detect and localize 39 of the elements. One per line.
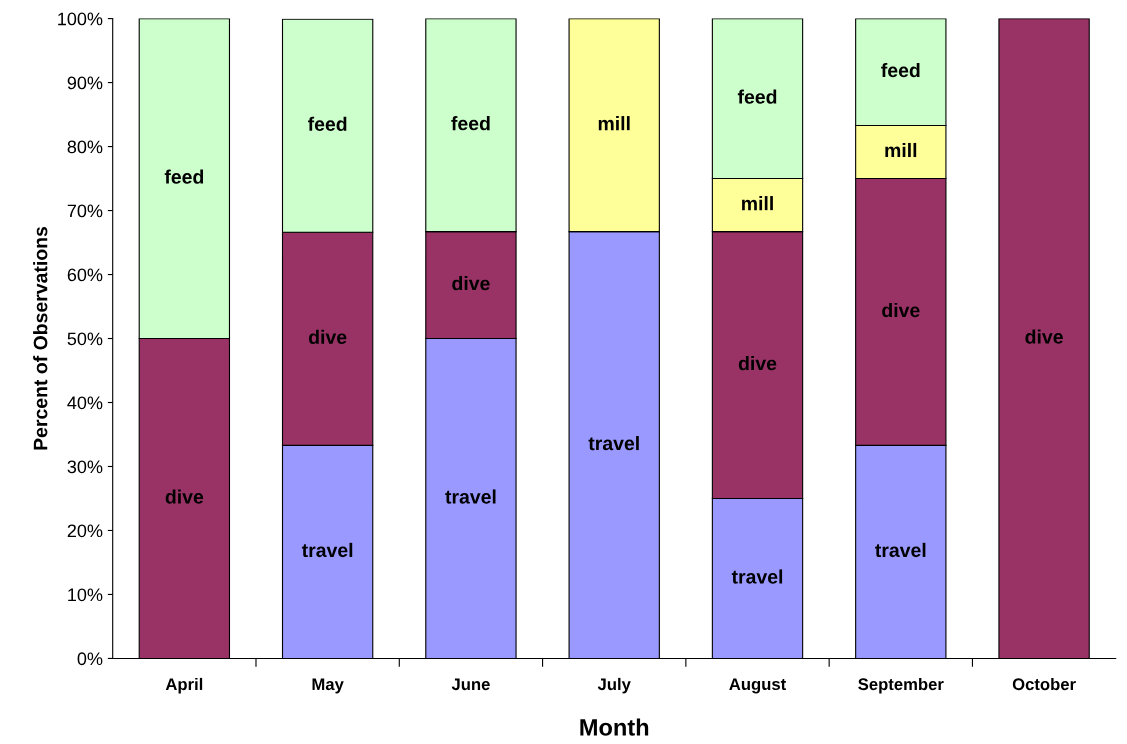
x-axis-title: Month [580,718,649,736]
y-tick-label: 40% [67,396,103,410]
y-tick-label: 30% [67,460,103,474]
y-tick-label: 20% [67,524,103,538]
y-tick-label: 100% [58,12,103,26]
y-axis-title: Percent of Observations [33,226,48,450]
text: travel [875,542,926,558]
text: dive [1025,329,1063,344]
x-tick-label: May [312,678,344,694]
text: feed [164,169,204,184]
x-tick-label: October [1012,677,1076,691]
series-label: travel [588,435,639,451]
x-tick-label: August [729,678,786,694]
text: dive [882,302,920,318]
x-tick-label: July [597,677,631,694]
text: travel [301,542,353,558]
text: feed [737,89,777,104]
y-tick-label: 70% [67,204,103,218]
x-tick-label: June [451,678,490,691]
text: travel [445,489,496,504]
y-tick-label: 90% [67,76,103,90]
y-tick-label: 10% [68,588,103,602]
text: dive [308,329,347,345]
series-label: dive [452,276,490,291]
x-tick-label: April [165,677,203,694]
y-tick-label: 0% [77,652,103,666]
text: mill [742,196,773,211]
y-tick-label: 60% [67,268,103,282]
text: dive [738,356,777,371]
y-tick-label: 50% [67,332,103,346]
text: feed [881,62,920,78]
x-tick-label: September [858,677,944,694]
text: dive [165,489,204,504]
y-tick-label: 80% [67,140,103,154]
text: travel [731,569,783,584]
text: mill [598,116,630,131]
text: feed [307,116,347,131]
series-label: mill [885,142,917,158]
series-label: feed [451,116,490,131]
